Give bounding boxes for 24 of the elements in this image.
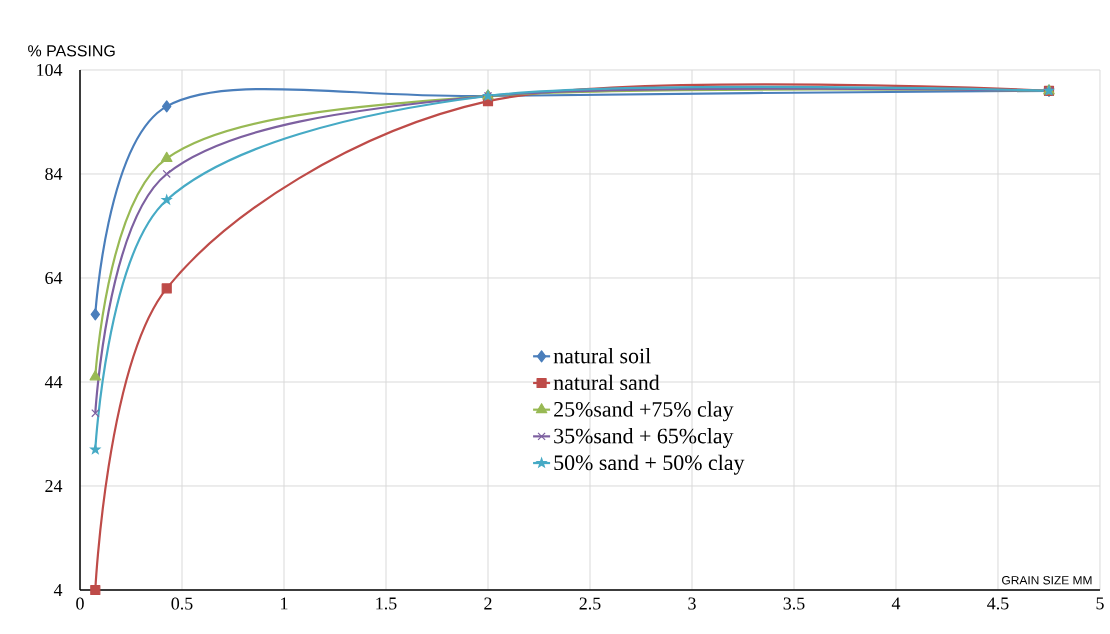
x-tick-label: 2 (484, 597, 492, 610)
y-tick-label: 24 (45, 480, 63, 492)
x-tick-label: 0.5 (171, 597, 193, 610)
legend-label: 25%sand +75% clay (554, 401, 734, 422)
y-tick-label: 84 (45, 167, 63, 181)
y-tick-label: 104 (37, 63, 63, 77)
legend-label: natural sand (553, 374, 660, 391)
x-tick-label: 3 (688, 597, 696, 610)
x-tick-label: 2.5 (579, 597, 601, 610)
x-tick-label: 1 (281, 597, 288, 610)
legend-label: natural soil (553, 347, 651, 364)
x-axis-title: GRAIN SIZE MM (1002, 576, 1092, 585)
legend-label: 50% sand + 50% clay (554, 454, 745, 475)
legend-label: 35%sand + 65%clay (554, 428, 734, 448)
x-tick-label: 4.5 (987, 597, 1009, 610)
y-tick-label: 64 (45, 271, 63, 284)
x-tick-label: 5 (1096, 597, 1104, 610)
x-tick-label: 0 (76, 597, 84, 610)
y-axis-title: % PASSING (28, 45, 115, 57)
y-tick-label: 4 (53, 584, 63, 596)
x-tick-label: 3.5 (783, 597, 805, 610)
y-tick-label: 44 (44, 376, 63, 388)
x-tick-label: 1.5 (376, 597, 397, 610)
x-tick-label: 4 (891, 597, 901, 610)
